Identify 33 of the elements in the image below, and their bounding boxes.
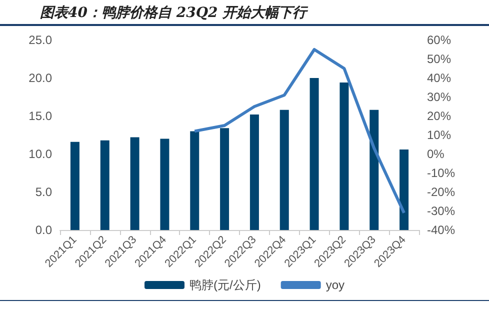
y2-tick-label: 30%	[427, 90, 452, 104]
legend-label: 鸭脖(元/公斤)	[190, 278, 261, 292]
bar	[70, 142, 80, 230]
y2-tick-label: 60%	[427, 33, 452, 47]
bar	[190, 131, 200, 230]
y2-tick-label: 0%	[427, 147, 445, 161]
y-tick-label: 10.0	[28, 147, 52, 161]
y-tick-label: 20.0	[28, 71, 52, 85]
y-tick-label: 5.0	[35, 185, 52, 199]
bar	[160, 138, 170, 230]
y2-tick-label: -30%	[427, 204, 456, 218]
bar	[130, 137, 140, 230]
y2-tick-label: -40%	[427, 223, 456, 237]
bar	[370, 110, 379, 230]
legend-label: yoy	[326, 278, 345, 292]
y2-tick-label: -10%	[427, 166, 456, 180]
y-tick-label: 25.0	[28, 33, 52, 47]
y-tick-label: 0.0	[35, 223, 52, 237]
chart-title: 图表40：鸭脖价格自 23Q2 开始大幅下行	[40, 4, 307, 22]
y2-tick-label: 40%	[427, 71, 452, 85]
bar	[280, 110, 289, 230]
bar	[310, 78, 319, 230]
bar	[100, 140, 110, 230]
bar	[400, 149, 409, 230]
y2-tick-label: 10%	[427, 128, 452, 142]
y2-tick-label: 20%	[427, 109, 452, 123]
bar	[340, 82, 349, 230]
line-series	[193, 48, 406, 214]
y2-tick-label: -20%	[427, 185, 456, 199]
y2-tick-label: 50%	[427, 52, 452, 66]
bar	[220, 128, 230, 230]
bar	[250, 114, 259, 230]
y-tick-label: 15.0	[28, 109, 52, 123]
